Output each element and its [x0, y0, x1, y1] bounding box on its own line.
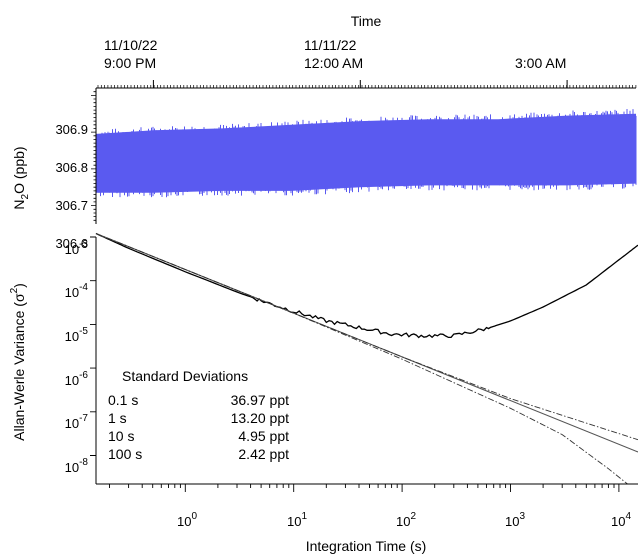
log-y-ticks — [90, 236, 96, 456]
y-tick-1e-5: 10-5 — [65, 326, 89, 344]
x-tick-labels-bottom: 100 101 102 103 104 — [177, 511, 631, 529]
time-minor-ticks — [97, 85, 637, 88]
time-tick-time-1: 9:00 PM — [104, 55, 156, 71]
table-value-4: 2.42 ppt — [238, 446, 289, 462]
y-tick-1e-6: 10-6 — [65, 370, 89, 388]
x-tick-1e4: 104 — [611, 511, 631, 529]
y-tick-1e-4: 10-4 — [65, 282, 89, 300]
y-tick-1e-8: 10-8 — [65, 457, 89, 475]
table-tau-2: 1 s — [108, 410, 127, 426]
time-axis-title: Time — [351, 13, 382, 29]
y-tick-labels-top: 306.9 306.8 306.7 306.6 — [55, 122, 88, 251]
allan-series-dashdot-lower — [95, 233, 628, 485]
y-tick-306-6: 306.6 — [55, 236, 88, 251]
n2o-axis-title: N2O (ppb) — [11, 146, 31, 209]
y-tick-labels-bottom: 10-3 10-4 10-5 10-6 10-7 10-8 — [65, 239, 89, 475]
time-tick-time-2: 12:00 AM — [304, 55, 363, 71]
table-tau-4: 100 s — [108, 446, 142, 462]
allan-variance-axis-title: Allan-Werle Variance (σ2) — [9, 283, 27, 441]
bottom-axes — [90, 236, 638, 492]
allan-series-dashdot-upper — [95, 233, 638, 441]
integration-time-axis-title: Integration Time (s) — [306, 538, 427, 554]
y-tick-306-9: 306.9 — [55, 122, 88, 137]
time-tick-time-3: 3:00 AM — [515, 55, 566, 71]
x-tick-1e1: 101 — [287, 511, 307, 529]
x-tick-1e0: 100 — [177, 511, 197, 529]
n2o-y-ticks — [91, 91, 96, 221]
y-tick-1e-7: 10-7 — [65, 413, 89, 431]
allan-variance-panel: 10-3 10-4 10-5 10-6 10-7 10-8 100 101 10… — [9, 232, 638, 554]
log-x-ticks — [109, 484, 620, 492]
table-title: Standard Deviations — [122, 368, 248, 384]
time-tick-labels: 11/10/22 9:00 PM 11/11/22 12:00 AM 3:00 … — [104, 37, 566, 71]
y-tick-1e-3: 10-3 — [65, 239, 89, 257]
table-value-2: 13.20 ppt — [231, 410, 289, 426]
standard-deviations-table: Standard Deviations 0.1 s 36.97 ppt 1 s … — [108, 368, 289, 462]
time-series-panel: Time 11/10/22 9:00 PM 11/11/22 12:00 AM … — [11, 13, 637, 251]
table-value-1: 36.97 ppt — [231, 392, 289, 408]
y-tick-306-7: 306.7 — [55, 198, 88, 213]
table-tau-1: 0.1 s — [108, 392, 138, 408]
table-tau-3: 10 s — [108, 428, 134, 444]
top-axes — [91, 80, 637, 224]
allan-variance-series — [95, 232, 638, 485]
time-tick-date-1: 11/10/22 — [104, 37, 158, 53]
table-value-3: 4.95 ppt — [238, 428, 289, 444]
x-tick-1e3: 103 — [505, 511, 525, 529]
y-tick-306-8: 306.8 — [55, 160, 88, 175]
allan-series-solid-black — [95, 232, 638, 339]
n2o-time-series — [95, 109, 637, 198]
time-tick-date-2: 11/11/22 — [304, 37, 357, 53]
time-major-ticks — [152, 80, 568, 88]
x-tick-1e2: 102 — [396, 511, 416, 529]
